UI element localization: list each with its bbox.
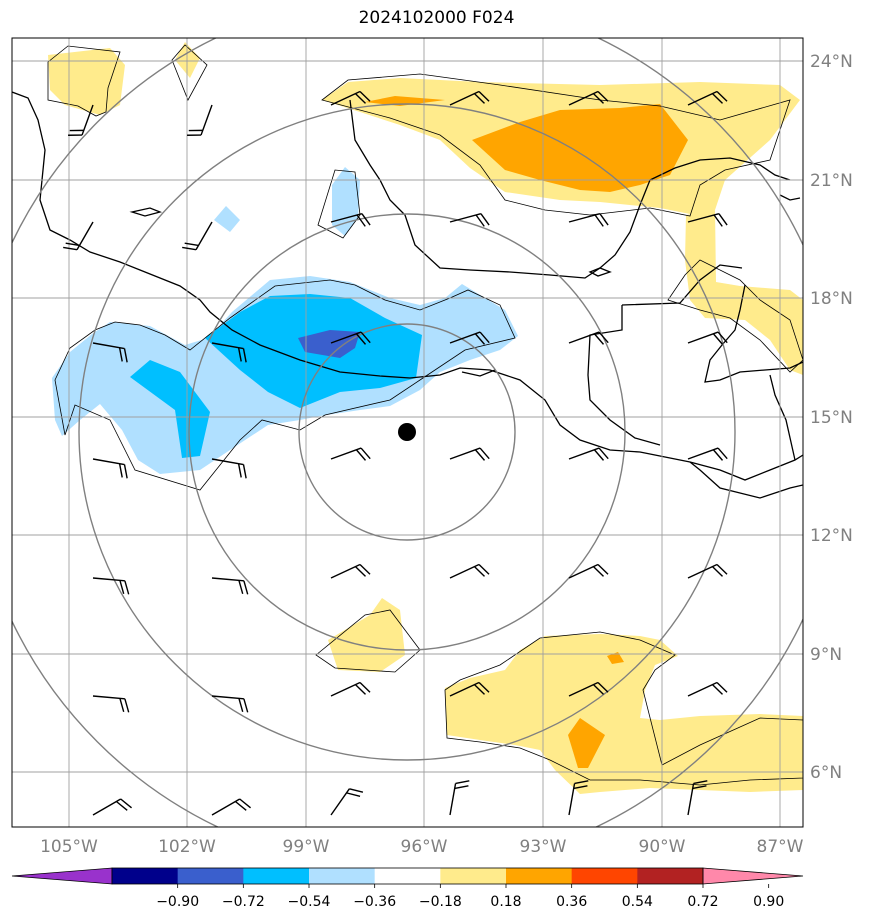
lon-label-90w: 90°W bbox=[639, 837, 686, 857]
colorbar-tick-label: −0.54 bbox=[288, 894, 331, 910]
wind-barb bbox=[92, 342, 128, 363]
wind-barb bbox=[687, 681, 728, 697]
colorbar-segment bbox=[506, 868, 573, 884]
wind-barb bbox=[92, 458, 128, 479]
colorbar-extension-low bbox=[11, 867, 113, 885]
wind-barb bbox=[211, 577, 249, 595]
wind-barb bbox=[330, 447, 371, 461]
shaded-field bbox=[48, 42, 803, 794]
wind-barb bbox=[449, 681, 490, 697]
lon-label-102w: 102°W bbox=[158, 837, 216, 857]
coastlines bbox=[12, 91, 803, 499]
colorbar-segment bbox=[571, 868, 638, 884]
lat-label-12n: 12°N bbox=[810, 526, 853, 546]
wind-barb bbox=[330, 90, 371, 106]
colorbar-segment bbox=[112, 868, 179, 884]
lon-label-93w: 93°W bbox=[520, 837, 567, 857]
wind-barb bbox=[187, 104, 213, 136]
colorbar-tick-label: −0.18 bbox=[419, 894, 462, 910]
wind-barb bbox=[68, 104, 94, 136]
wind-barb bbox=[449, 331, 490, 345]
wind-barb bbox=[330, 331, 371, 345]
colorbar: −0.90 −0.72 −0.54 −0.36 −0.18 0.18 0.36 0.54 0.7… bbox=[11, 867, 804, 910]
colorbar-segment bbox=[309, 868, 376, 884]
wind-barb bbox=[568, 447, 609, 461]
lat-label-24n: 24°N bbox=[810, 52, 853, 72]
wind-barb bbox=[568, 681, 609, 697]
lat-labels: 6°N 9°N 12°N 15°N 18°N 21°N 24°N bbox=[810, 52, 853, 783]
lat-label-18n: 18°N bbox=[810, 289, 853, 309]
wind-barb bbox=[687, 447, 728, 461]
wind-barb bbox=[687, 331, 728, 345]
wind-barb bbox=[211, 342, 247, 363]
colorbar-tick-label: 0.36 bbox=[556, 894, 587, 910]
lon-labels: 105°W 102°W 99°W 96°W 93°W 90°W 87°W bbox=[40, 837, 804, 857]
wind-barb bbox=[449, 780, 470, 816]
wind-barb bbox=[687, 563, 728, 579]
wind-barb bbox=[568, 213, 609, 227]
colorbar-segment bbox=[440, 868, 507, 884]
lon-label-99w: 99°W bbox=[283, 837, 330, 857]
wind-barb bbox=[182, 221, 213, 251]
colorbar-tick-label: 0.90 bbox=[753, 894, 784, 910]
colorbar-tick-label: −0.72 bbox=[222, 894, 265, 910]
wind-barb bbox=[63, 221, 94, 251]
wind-barb bbox=[211, 695, 249, 713]
lat-label-6n: 6°N bbox=[810, 763, 842, 783]
wind-barb bbox=[687, 213, 728, 227]
wind-barb bbox=[211, 798, 251, 816]
colorbar-tick-label: 0.54 bbox=[622, 894, 653, 910]
wind-barb bbox=[330, 681, 371, 697]
contour-lines bbox=[47, 44, 803, 786]
wind-barb bbox=[449, 213, 490, 227]
wind-barb bbox=[211, 458, 247, 479]
colorbar-tick-label: −0.90 bbox=[156, 894, 199, 910]
storm-center-marker bbox=[398, 423, 416, 441]
wind-barb bbox=[568, 563, 609, 579]
colorbar-segment bbox=[177, 868, 244, 884]
wind-barbs bbox=[63, 90, 728, 816]
wind-barb bbox=[330, 788, 364, 816]
wind-barb bbox=[687, 90, 728, 106]
map-frame bbox=[11, 37, 804, 828]
wind-barb bbox=[92, 695, 130, 713]
lat-label-9n: 9°N bbox=[810, 645, 842, 665]
wind-barb bbox=[568, 90, 609, 106]
wind-barb bbox=[449, 447, 490, 461]
lat-lon-grid bbox=[12, 38, 803, 827]
lon-label-105w: 105°W bbox=[40, 837, 98, 857]
colorbar-tick-label: −0.36 bbox=[353, 894, 396, 910]
colorbar-segment bbox=[243, 868, 310, 884]
lon-label-96w: 96°W bbox=[401, 837, 448, 857]
colorbar-segment bbox=[374, 868, 441, 884]
lat-label-21n: 21°N bbox=[810, 171, 853, 191]
wind-barb bbox=[92, 577, 130, 595]
wind-barb bbox=[330, 213, 371, 227]
colorbar-tick-label: 0.72 bbox=[687, 894, 718, 910]
wind-barb bbox=[449, 90, 490, 106]
map-title: 2024102000 F024 bbox=[358, 8, 515, 28]
lon-label-87w: 87°W bbox=[757, 837, 804, 857]
colorbar-extension-high bbox=[702, 867, 804, 885]
wind-barb bbox=[449, 563, 490, 579]
colorbar-outline bbox=[111, 867, 704, 885]
wind-barb bbox=[92, 798, 132, 816]
wind-barb bbox=[330, 563, 371, 579]
wind-barb bbox=[568, 331, 609, 345]
wind-barb bbox=[568, 780, 589, 816]
wind-barb bbox=[687, 780, 708, 816]
colorbar-tick-label: 0.18 bbox=[490, 894, 521, 910]
range-rings bbox=[12, 38, 803, 827]
colorbar-segment bbox=[637, 868, 704, 884]
lat-label-15n: 15°N bbox=[810, 408, 853, 428]
